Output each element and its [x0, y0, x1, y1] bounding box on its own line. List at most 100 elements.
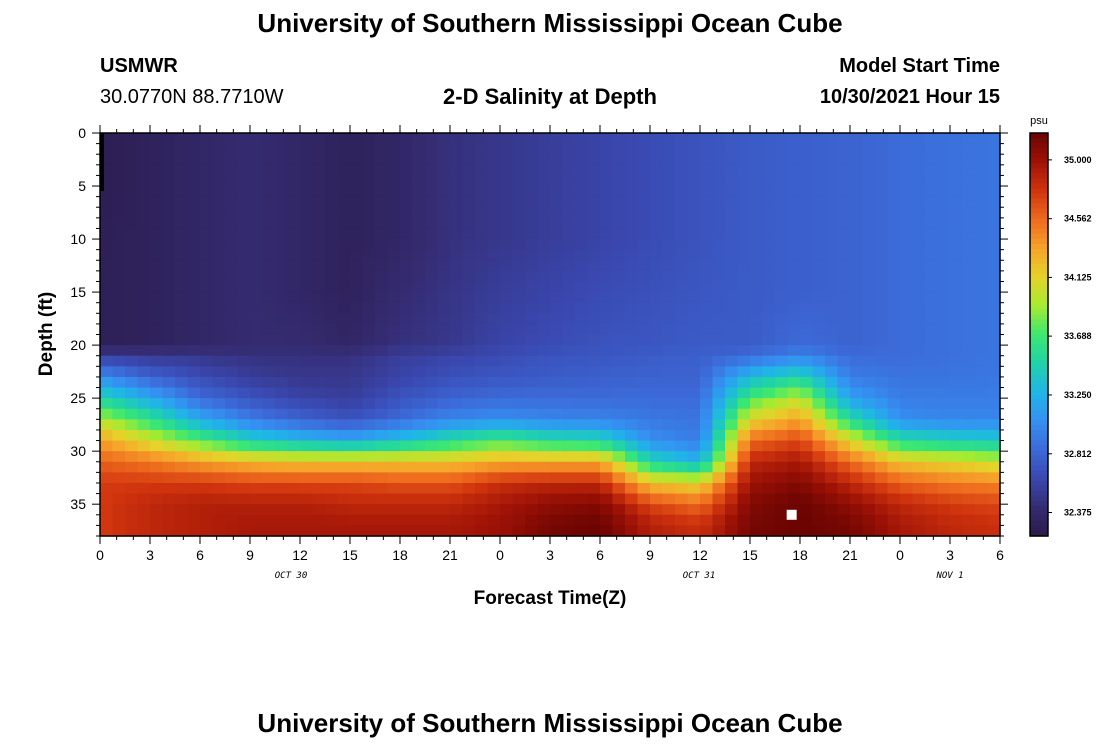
heatmap-cell	[450, 494, 463, 505]
heatmap-cell	[725, 345, 738, 356]
heatmap-cell	[875, 186, 888, 197]
heatmap-cell	[838, 441, 851, 452]
heatmap-cell	[575, 409, 588, 420]
heatmap-cell	[375, 430, 388, 441]
heatmap-cell	[325, 303, 338, 314]
heatmap-cell	[313, 451, 326, 462]
heatmap-cell	[238, 218, 251, 229]
heatmap-cell	[100, 409, 113, 420]
heatmap-cell	[338, 525, 351, 536]
heatmap-cell	[788, 462, 801, 473]
heatmap-cell	[688, 462, 701, 473]
heatmap-cell	[125, 133, 138, 144]
heatmap-cell	[200, 419, 213, 430]
heatmap-cell	[213, 430, 226, 441]
heatmap-cell	[813, 345, 826, 356]
heatmap-cell	[675, 472, 688, 483]
heatmap-cell	[663, 250, 676, 261]
heatmap-cell	[788, 250, 801, 261]
heatmap-cell	[175, 133, 188, 144]
heatmap-cell	[338, 250, 351, 261]
heatmap-cell	[438, 271, 451, 282]
heatmap-cell	[175, 144, 188, 155]
footer-title: University of Southern Mississippi Ocean…	[0, 708, 1100, 739]
heatmap-cell	[563, 313, 576, 324]
heatmap-cell	[375, 239, 388, 250]
heatmap-cell	[388, 441, 401, 452]
heatmap-cell	[250, 525, 263, 536]
heatmap-cell	[950, 345, 963, 356]
heatmap-cell	[463, 419, 476, 430]
heatmap-cell	[563, 239, 576, 250]
heatmap-cell	[713, 313, 726, 324]
heatmap-cell	[600, 292, 613, 303]
heatmap-cell	[538, 292, 551, 303]
heatmap-cell	[325, 388, 338, 399]
heatmap-cell	[138, 366, 151, 377]
heatmap-cell	[650, 218, 663, 229]
heatmap-cell	[213, 345, 226, 356]
heatmap-cell	[138, 260, 151, 271]
heatmap-cell	[200, 377, 213, 388]
heatmap-cell	[488, 197, 501, 208]
heatmap-cell	[700, 398, 713, 409]
heatmap-cell	[663, 260, 676, 271]
heatmap-cell	[263, 388, 276, 399]
heatmap-cell	[875, 366, 888, 377]
heatmap-cell	[413, 472, 426, 483]
heatmap-cell	[850, 144, 863, 155]
heatmap-cell	[700, 260, 713, 271]
heatmap-cell	[625, 494, 638, 505]
heatmap-cell	[113, 313, 126, 324]
heatmap-cell	[350, 419, 363, 430]
heatmap-cell	[138, 515, 151, 526]
heatmap-cell	[313, 441, 326, 452]
heatmap-cell	[800, 175, 813, 186]
heatmap-cell	[600, 228, 613, 239]
heatmap-cell	[838, 388, 851, 399]
heatmap-cell	[513, 494, 526, 505]
heatmap-cell	[400, 144, 413, 155]
colorbar-swatch	[1030, 148, 1048, 154]
heatmap-cell	[900, 197, 913, 208]
heatmap-cell	[100, 218, 113, 229]
heatmap-cell	[925, 165, 938, 176]
heatmap-cell	[913, 197, 926, 208]
heatmap-cell	[663, 207, 676, 218]
heatmap-cell	[838, 504, 851, 515]
heatmap-cell	[863, 451, 876, 462]
heatmap-cell	[375, 197, 388, 208]
heatmap-cell	[588, 207, 601, 218]
heatmap-cell	[713, 239, 726, 250]
heatmap-cell	[838, 472, 851, 483]
heatmap-cell	[163, 228, 176, 239]
heatmap-cell	[663, 398, 676, 409]
heatmap-cell	[913, 472, 926, 483]
heatmap-cell	[238, 175, 251, 186]
heatmap-cell	[113, 239, 126, 250]
heatmap-cell	[963, 292, 976, 303]
heatmap-cell	[813, 250, 826, 261]
heatmap-cell	[538, 218, 551, 229]
heatmap-cell	[588, 281, 601, 292]
heatmap-cell	[200, 271, 213, 282]
heatmap-cell	[800, 419, 813, 430]
heatmap-cell	[350, 515, 363, 526]
heatmap-cell	[350, 239, 363, 250]
heatmap-cell	[288, 366, 301, 377]
x-tick-label: 12	[292, 547, 308, 563]
heatmap-cell	[538, 388, 551, 399]
heatmap-cell	[463, 281, 476, 292]
heatmap-cell	[613, 207, 626, 218]
heatmap-cell	[538, 228, 551, 239]
heatmap-cell	[950, 419, 963, 430]
heatmap-cell	[963, 165, 976, 176]
heatmap-cell	[888, 239, 901, 250]
heatmap-cell	[700, 218, 713, 229]
heatmap-cell	[425, 186, 438, 197]
heatmap-cell	[213, 133, 226, 144]
heatmap-cell	[550, 313, 563, 324]
heatmap-cell	[375, 366, 388, 377]
heatmap-cell	[113, 462, 126, 473]
heatmap-cell	[550, 356, 563, 367]
